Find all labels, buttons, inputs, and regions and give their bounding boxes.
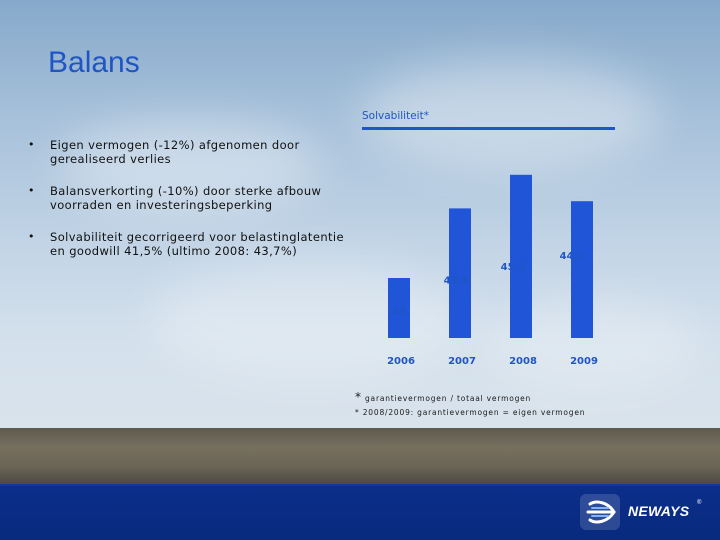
bullet-text: Balansverkorting (-10%) door sterke afbo… — [50, 184, 322, 212]
horizon-ground — [0, 428, 720, 484]
bullet-icon: • — [28, 184, 35, 197]
bar-chart: 41 2006 43,9 2007 45,3 2008 44,2 2009 — [387, 174, 598, 367]
bullet-icon: • — [28, 138, 35, 151]
bullet-item: • Eigen vermogen (-12%) afgenomen door g… — [28, 138, 348, 166]
bar-2006 — [388, 278, 410, 338]
category-label-2008: 2008 — [509, 356, 537, 367]
category-label-2009: 2009 — [570, 356, 598, 367]
logo-text: NEWAYS — [628, 503, 690, 519]
neways-logo-icon — [580, 494, 620, 530]
bullet-text: Eigen vermogen (-12%) afgenomen door ger… — [50, 138, 300, 166]
footnote-1-text: garantievermogen / totaal vermogen — [365, 394, 532, 403]
bar-2008 — [510, 174, 532, 338]
cloud-texture — [360, 60, 660, 170]
bar-2007 — [449, 208, 471, 338]
bullet-text: Solvabiliteit gecorrigeerd voor belastin… — [50, 230, 344, 258]
category-label-2007: 2007 — [448, 356, 476, 367]
bullet-item: • Balansverkorting (-10%) door sterke af… — [28, 184, 348, 212]
chart-title-rule — [362, 127, 615, 130]
bullet-item: • Solvabiliteit gecorrigeerd voor belast… — [28, 230, 348, 258]
category-label-2006: 2006 — [387, 356, 415, 367]
value-label-2006: 41 — [392, 306, 406, 317]
chart-title: Solvabiliteit* — [362, 110, 429, 122]
footnote-1: * garantievermogen / totaal vermogen — [355, 386, 531, 405]
value-label-2009: 44,2 — [560, 251, 585, 262]
logo-registered-mark: ® — [697, 500, 702, 506]
cloud-texture — [60, 120, 320, 210]
value-label-2007: 43,9 — [444, 275, 469, 286]
bullet-list: • Eigen vermogen (-12%) afgenomen door g… — [28, 138, 348, 276]
bar-2009 — [571, 201, 593, 338]
footnote-2: * 2008/2009: garantievermogen = eigen ve… — [355, 408, 586, 417]
bullet-icon: • — [28, 230, 35, 243]
footnote-star: * — [355, 390, 361, 404]
cloud-texture — [150, 260, 470, 380]
value-label-2008: 45,3 — [501, 262, 526, 273]
slide-title: Balans — [48, 46, 140, 79]
